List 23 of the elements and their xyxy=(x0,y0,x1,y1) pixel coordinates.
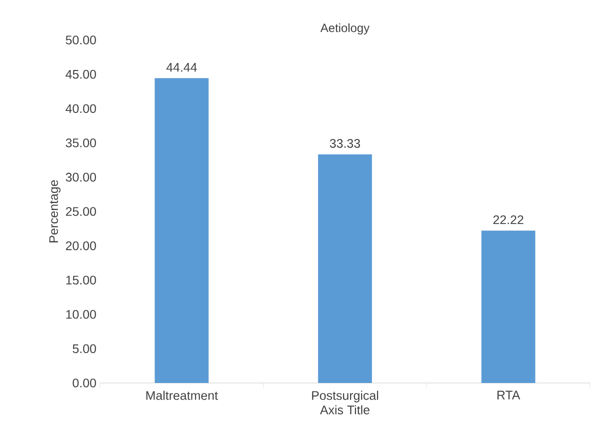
y-axis-title: Percentage xyxy=(49,180,60,242)
y-tick-label: 25.00 xyxy=(66,207,96,216)
data-label: 22.22 xyxy=(493,215,524,224)
y-tick-label: 45.00 xyxy=(66,70,96,79)
data-label: 33.33 xyxy=(330,139,360,148)
x-tick-label: Maltreatment xyxy=(146,390,218,400)
y-tick-label: 0.00 xyxy=(72,378,96,388)
y-tick-label: 5.00 xyxy=(72,344,96,354)
chart-title: Aetiology xyxy=(320,23,370,34)
y-tick-label: 35.00 xyxy=(66,138,96,148)
y-tick-label: 40.00 xyxy=(66,104,96,114)
x-axis-title: Axis Title xyxy=(320,405,370,414)
x-tick-label: RTA xyxy=(497,390,520,400)
bar xyxy=(481,230,536,383)
bar xyxy=(318,154,372,383)
bar xyxy=(154,78,209,383)
y-tick-label: 15.00 xyxy=(66,276,96,285)
data-label: 44.44 xyxy=(166,63,197,72)
y-tick-label: 20.00 xyxy=(66,241,96,250)
y-tick-label: 10.00 xyxy=(66,310,96,319)
y-tick-label: 30.00 xyxy=(66,172,96,182)
x-tick-label: Postsurgical xyxy=(312,390,378,402)
y-tick-label: 50.00 xyxy=(66,36,96,44)
